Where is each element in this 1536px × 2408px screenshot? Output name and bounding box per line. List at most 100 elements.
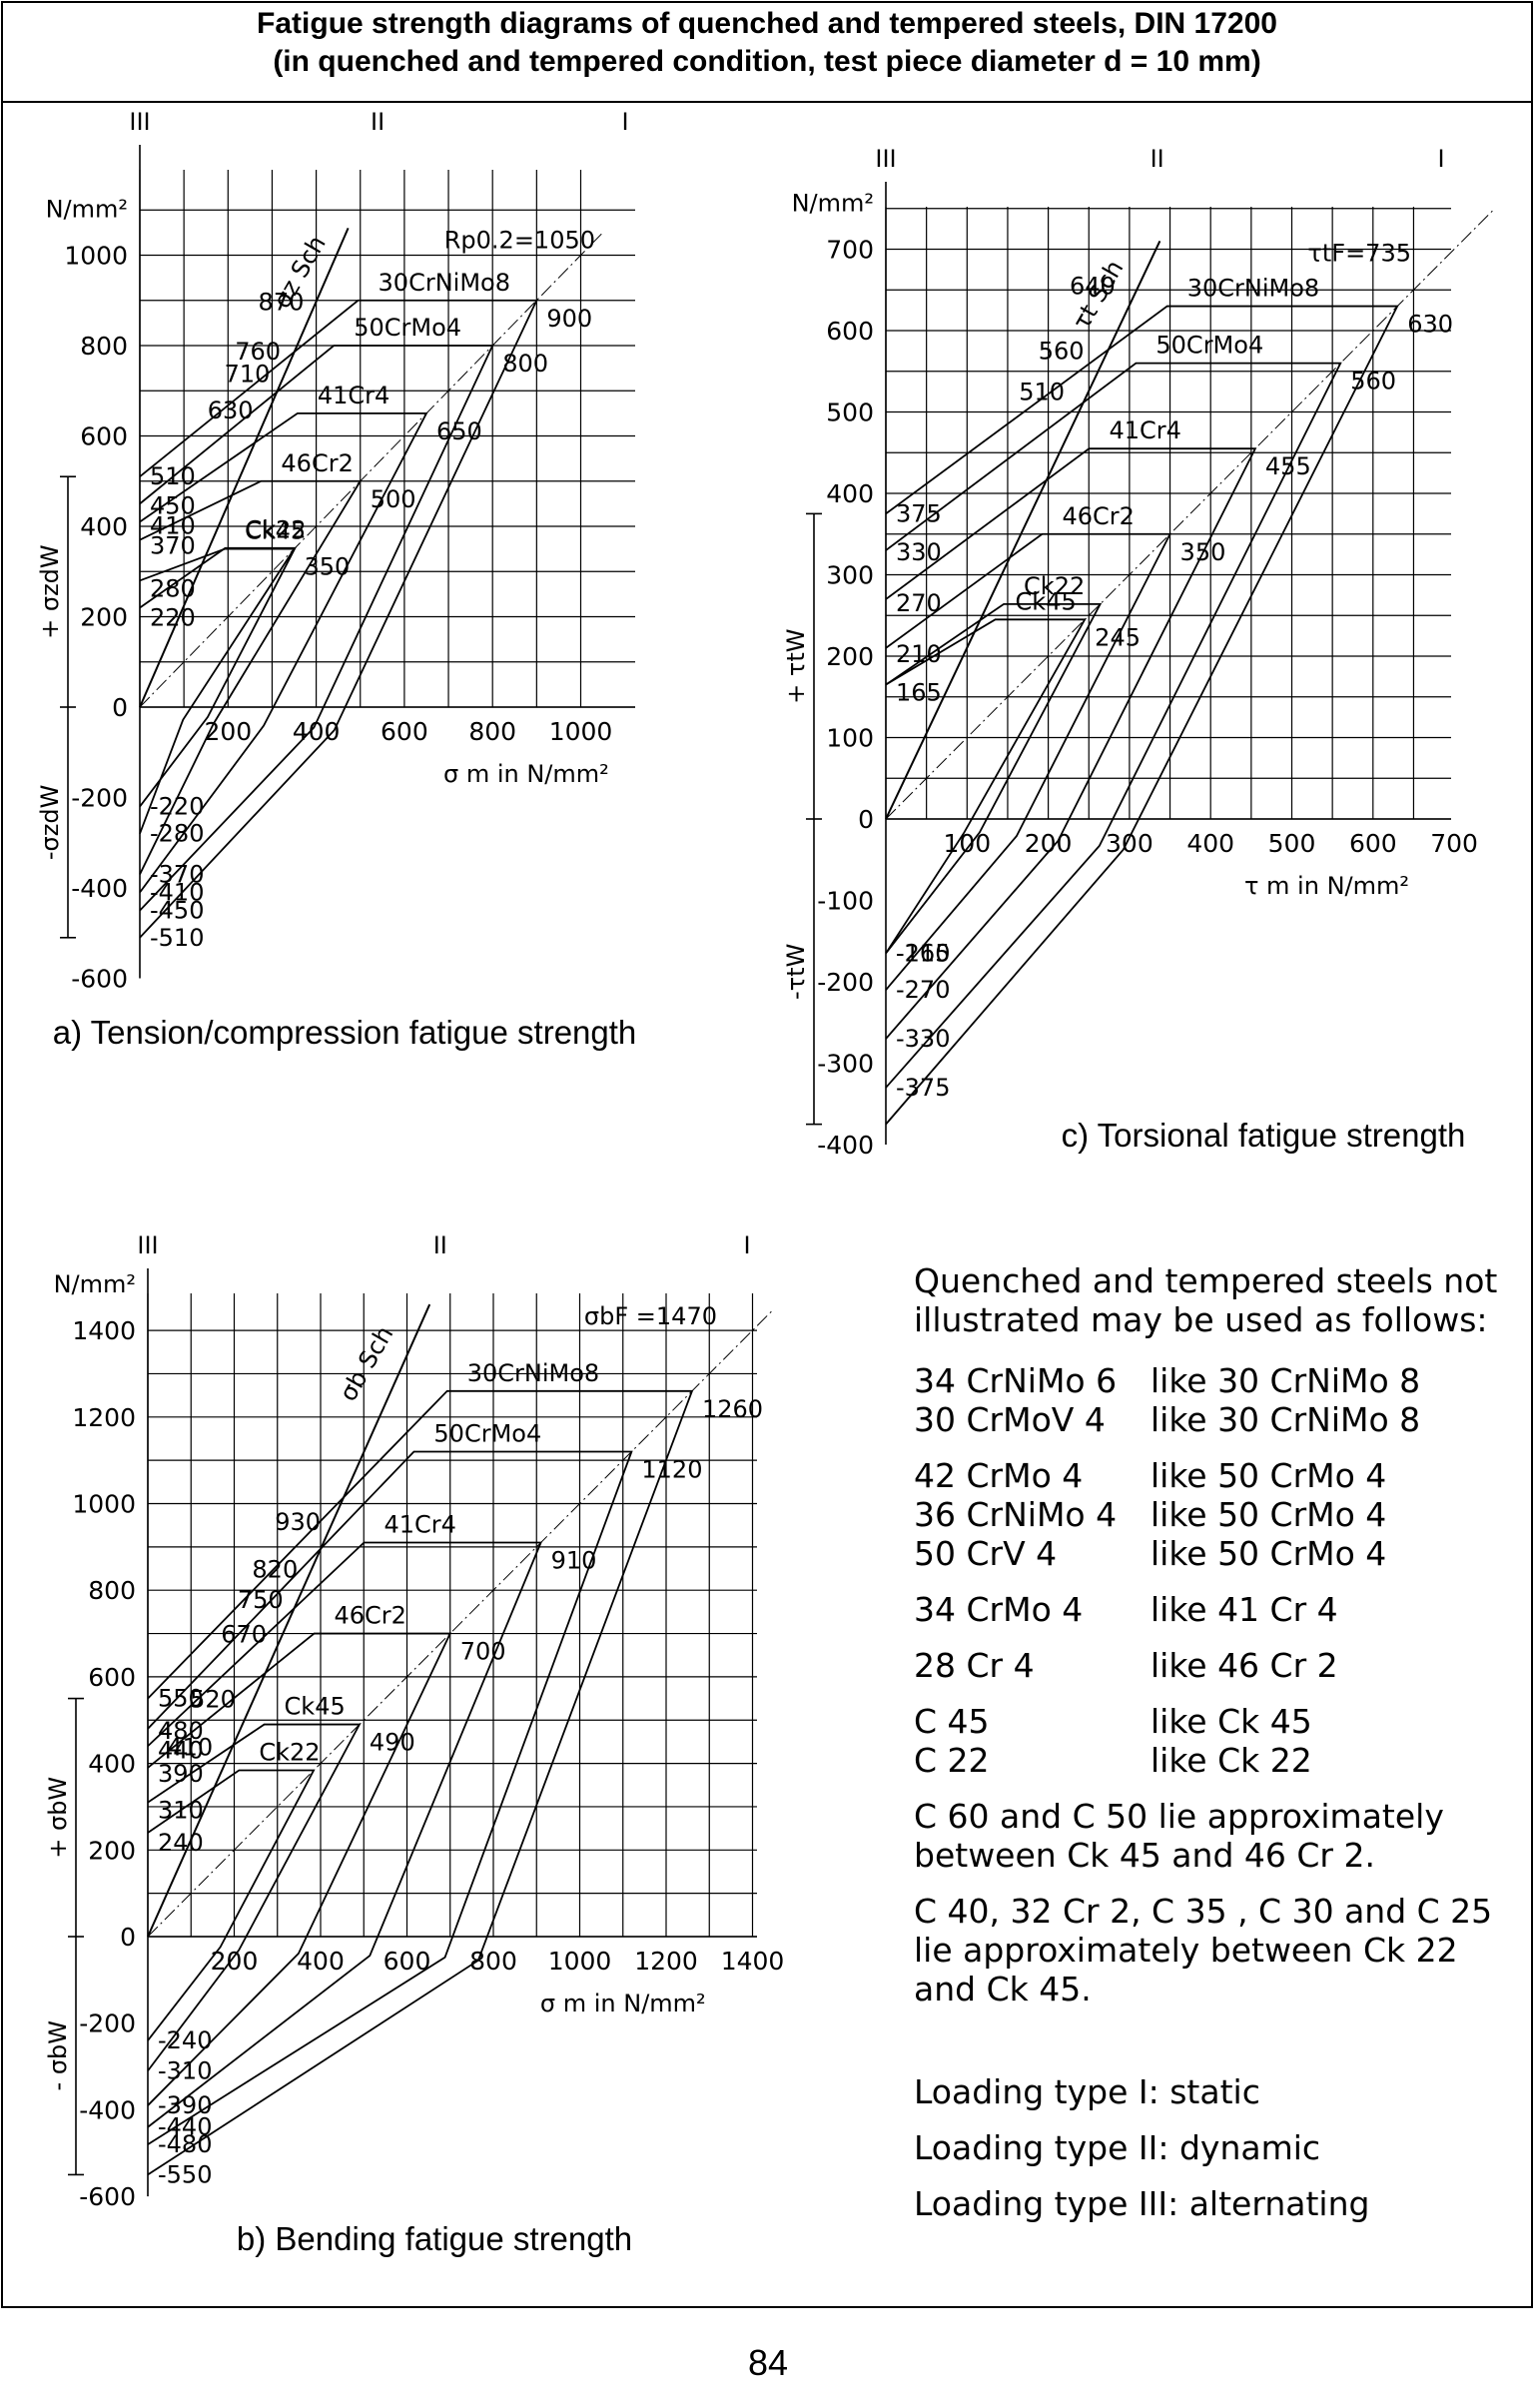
equivalent-grade: like 46 Cr 2 xyxy=(1151,1646,1338,1685)
upper-limit-label: 560 xyxy=(1039,338,1085,366)
negative-w-label: -220 xyxy=(150,793,204,821)
knee-label: 350 xyxy=(1180,538,1226,566)
positive-w-label: 280 xyxy=(150,574,196,602)
region-label: II xyxy=(371,108,384,136)
loading-types: Loading type I: static Loading type II: … xyxy=(914,2064,1513,2232)
equivalence-list: 34 CrNiMo 6 like 30 CrNiMo 8 30 CrMoV 4 lik… xyxy=(914,1361,1513,1780)
equivalent-grade: like Ck 45 xyxy=(1151,1702,1312,1741)
x-tick-label: 200 xyxy=(204,717,252,746)
equivalence-group: C 45 like Ck 45 C 22 like Ck 22 xyxy=(914,1702,1513,1780)
positive-w-label: 310 xyxy=(158,1797,204,1825)
y-tick-label: -200 xyxy=(79,2009,136,2038)
region-label: III xyxy=(875,145,896,173)
series-name: 41Cr4 xyxy=(1109,416,1180,444)
series-name: 41Cr4 xyxy=(318,382,389,409)
equivalent-grade: like 50 CrMo 4 xyxy=(1151,1495,1387,1534)
knee-label: 700 xyxy=(460,1638,506,1666)
series-name: 50CrMo4 xyxy=(1155,332,1263,360)
x-tick-label: 500 xyxy=(1268,829,1316,858)
reference-line xyxy=(139,232,603,708)
y-tick-label: 1000 xyxy=(64,242,128,271)
y-tick-label: -300 xyxy=(817,1050,874,1079)
grid-lines xyxy=(139,170,635,708)
series-line xyxy=(139,546,297,808)
negative-w-label: -310 xyxy=(158,2056,212,2084)
negative-w-label: -410 xyxy=(150,879,204,907)
series-name: Ck22 xyxy=(1024,572,1085,600)
y-axis-title-positive: + σzdW xyxy=(36,544,64,639)
equivalence-notes: Quenched and tempered steels not illustr… xyxy=(914,1261,1513,2232)
unit-label: N/mm² xyxy=(46,196,128,224)
y-tick-label: -400 xyxy=(817,1131,874,1160)
equivalence-row: 42 CrMo 4 like 50 CrMo 4 xyxy=(914,1456,1513,1495)
upper-limit-label: 510 xyxy=(1019,378,1065,405)
chart-caption: b) Bending fatigue strength xyxy=(237,2220,632,2257)
series-name: 50CrMo4 xyxy=(354,314,461,342)
y-tick-label: 200 xyxy=(88,1836,136,1865)
series-name: 30CrNiMo8 xyxy=(379,269,510,297)
x-tick-label: 200 xyxy=(1025,829,1073,858)
knee-label: 350 xyxy=(305,553,351,581)
series-line xyxy=(139,299,538,939)
x-axis-title: σ m in N/mm² xyxy=(443,760,609,788)
series-name: Ck45 xyxy=(285,1693,346,1721)
series-name: 30CrNiMo8 xyxy=(1187,275,1319,303)
y-tick-label: -600 xyxy=(71,965,128,994)
negative-w-label: -375 xyxy=(896,1074,950,1102)
equivalence-row: 28 Cr 4 like 46 Cr 2 xyxy=(914,1646,1513,1685)
y-tick-label: 0 xyxy=(112,693,128,722)
series-line xyxy=(885,305,1399,1126)
knee-label: 245 xyxy=(1095,623,1141,651)
upper-limit-label: 630 xyxy=(208,397,254,424)
knee-label: 1260 xyxy=(702,1395,763,1423)
y-tick-label: 500 xyxy=(826,399,874,427)
upper-limit-label: 760 xyxy=(235,338,281,366)
steel-grade: 36 CrNiMo 4 xyxy=(914,1495,1118,1534)
negative-w-label: -550 xyxy=(158,2160,212,2188)
x-tick-label: 1200 xyxy=(634,1947,698,1976)
y-tick-label: 200 xyxy=(80,603,128,632)
negative-w-label: -480 xyxy=(158,2130,212,2158)
series-name: 46Cr2 xyxy=(335,1602,406,1630)
positive-w-label: 270 xyxy=(896,589,942,617)
series-line xyxy=(885,447,1257,1040)
series-line xyxy=(147,1450,633,2145)
upper-limit-label: 930 xyxy=(275,1508,321,1536)
page-number: 84 xyxy=(747,2342,789,2383)
steel-grade: 34 CrNiMo 6 xyxy=(914,1361,1118,1400)
series-line xyxy=(139,411,428,894)
region-label: II xyxy=(433,1231,447,1259)
title-line-1: Fatigue strength diagrams of quenched an… xyxy=(257,7,1277,40)
equivalence-row: 50 CrV 4 like 50 CrMo 4 xyxy=(914,1534,1513,1573)
x-tick-label: 400 xyxy=(297,1947,345,1976)
equivalence-row: 30 CrMoV 4 like 30 CrNiMo 8 xyxy=(914,1400,1513,1439)
x-tick-label: 800 xyxy=(468,717,516,746)
region-label: I xyxy=(743,1231,750,1259)
y-tick-label: 300 xyxy=(826,561,874,590)
positive-w-label: 480 xyxy=(158,1717,204,1745)
series-name: Ck22 xyxy=(259,1739,320,1767)
equivalence-row: C 22 like Ck 22 xyxy=(914,1741,1513,1780)
y-tick-label: 600 xyxy=(826,317,874,346)
positive-w-label: 390 xyxy=(158,1760,204,1788)
x-axis-title: τ m in N/mm² xyxy=(1244,872,1409,900)
upper-limit-label: 750 xyxy=(238,1586,284,1614)
equivalence-group: 28 Cr 4 like 46 Cr 2 xyxy=(914,1646,1513,1685)
equivalence-group: 42 CrMo 4 like 50 CrMo 4 36 CrNiMo 4 like 5… xyxy=(914,1456,1513,1573)
knee-label: 910 xyxy=(551,1547,597,1575)
series-line xyxy=(885,602,1103,955)
equivalent-grade: like 50 CrMo 4 xyxy=(1151,1456,1387,1495)
negative-w-label: -210 xyxy=(896,939,950,967)
series-line xyxy=(147,1632,452,2106)
positive-w-label: 550 xyxy=(158,1685,204,1713)
negative-w-label: -270 xyxy=(896,976,950,1004)
positive-w-label: 375 xyxy=(896,499,942,527)
series-line xyxy=(139,345,494,912)
chart-caption: a) Tension/compression fatigue strength xyxy=(53,1014,637,1051)
y-tick-label: -200 xyxy=(817,968,874,997)
equivalence-row: 34 CrNiMo 6 like 30 CrNiMo 8 xyxy=(914,1361,1513,1400)
x-tick-label: 1000 xyxy=(549,717,613,746)
grid-lines xyxy=(885,207,1451,820)
y-axis-title-negative: -τtW xyxy=(782,944,810,1000)
